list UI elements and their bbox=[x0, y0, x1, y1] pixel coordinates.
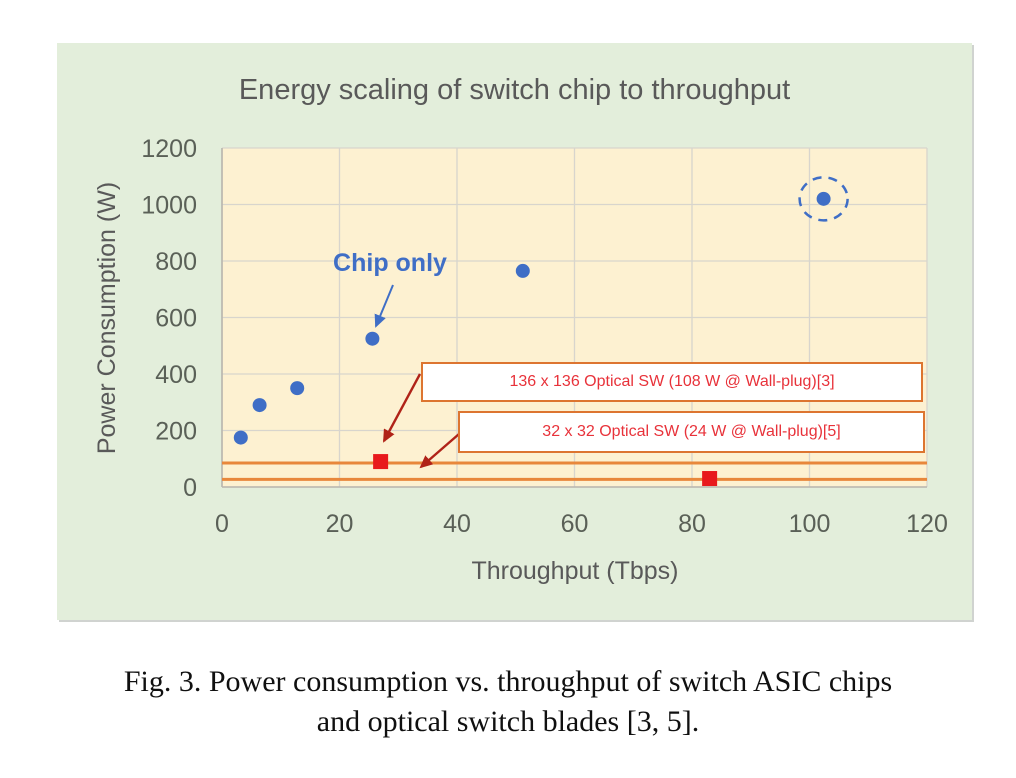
caption-line-2: and optical switch blades [3, 5]. bbox=[316, 705, 700, 738]
svg-text:100: 100 bbox=[789, 510, 831, 538]
y-axis-title: Power Consumption (W) bbox=[93, 181, 121, 455]
svg-text:200: 200 bbox=[155, 418, 197, 446]
annotation-32x32-optical-sw: 32 x 32 Optical SW (24 W @ Wall-plug)[5] bbox=[458, 411, 925, 453]
chart-title: Energy scaling of switch chip to through… bbox=[238, 74, 791, 106]
svg-text:600: 600 bbox=[155, 305, 197, 333]
chart-canvas: 0 200 400 600 800 1000 1200 0 20 40 60 80 100 120 bbox=[141, 135, 948, 538]
figure-caption: Fig. 3. Power consumption vs. throughput… bbox=[0, 662, 1016, 742]
svg-text:1000: 1000 bbox=[141, 192, 197, 220]
chart-figure: Energy scaling of switch chip to through… bbox=[57, 43, 972, 620]
svg-text:80: 80 bbox=[678, 510, 706, 538]
svg-text:40: 40 bbox=[443, 510, 471, 538]
svg-text:400: 400 bbox=[155, 361, 197, 389]
x-axis-title: Throughput (Tbps) bbox=[471, 557, 679, 585]
svg-text:60: 60 bbox=[561, 510, 589, 538]
svg-text:0: 0 bbox=[183, 474, 197, 502]
svg-text:20: 20 bbox=[326, 510, 354, 538]
annotation-136x136-optical-sw: 136 x 136 Optical SW (108 W @ Wall-plug)… bbox=[421, 362, 923, 402]
chip-only-annotation: Chip only bbox=[333, 249, 447, 277]
caption-line-1: Fig. 3. Power consumption vs. throughput… bbox=[123, 665, 893, 698]
svg-text:1200: 1200 bbox=[141, 135, 197, 163]
svg-text:800: 800 bbox=[155, 248, 197, 276]
svg-text:120: 120 bbox=[906, 510, 948, 538]
svg-text:0: 0 bbox=[215, 510, 229, 538]
